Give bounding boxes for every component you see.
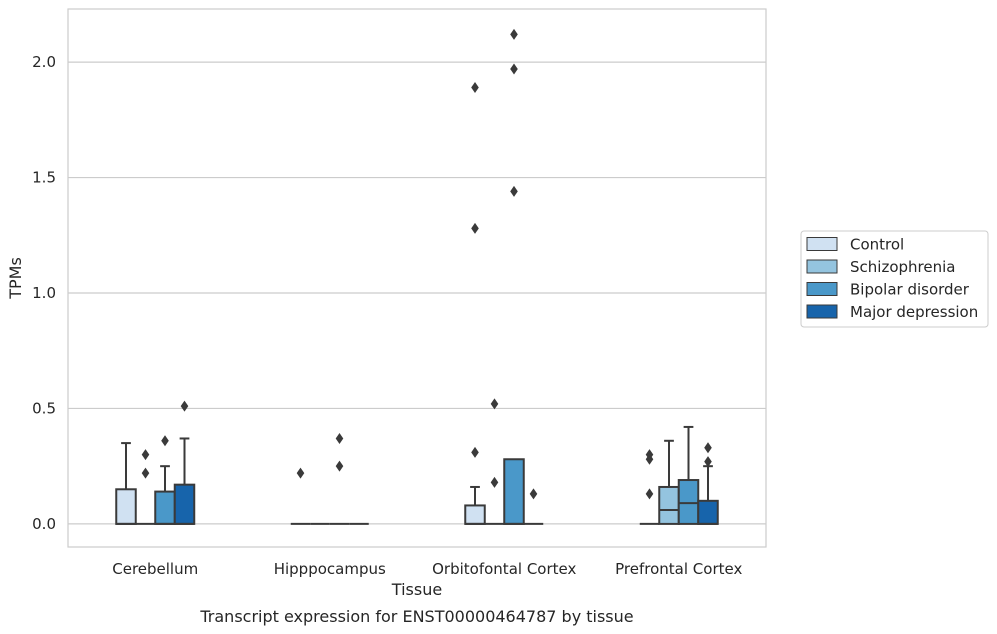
legend-item: Major depression [806,303,978,321]
legend-label: Major depression [850,303,978,321]
box [464,504,486,525]
outlier-point [471,82,479,94]
box-group [329,432,350,525]
outlier-point [335,460,344,472]
plot-frame [67,8,767,548]
outlier-point [141,467,150,479]
box [173,483,196,525]
legend-swatch [806,237,838,251]
box-plot-marks [115,28,719,525]
outlier-point [471,446,479,458]
x-tick-label: Cerebellum [112,560,198,578]
legend-swatch [806,304,838,319]
x-tick-label: Orbitofontal Cortex [432,560,576,578]
outlier-point [490,398,499,410]
legend-label: Bipolar disorder [850,281,970,299]
y-tick-label: 2.0 [32,53,56,71]
outlier-point [335,432,344,444]
box [115,488,137,525]
legend-item: Control [806,236,904,254]
box-group [154,435,176,525]
legend-frame [800,230,989,328]
box [658,485,680,525]
legend-item: Schizophrenia [806,258,955,276]
box-group [115,442,137,525]
outlier-point [141,449,150,461]
box-group [523,488,544,525]
legend-items: Control Schizophrenia Bipolar disorder Majo… [806,236,978,321]
outlier-point [510,185,518,197]
outlier-point [510,63,518,75]
outlier-point [296,467,305,479]
box-group [697,442,719,525]
box-group [639,449,660,525]
outlier-point [510,28,518,40]
box-group [290,467,311,525]
outlier-point [645,449,654,461]
outlier-point [471,222,479,234]
x-tick-label: Prefrontal Cortex [615,560,742,578]
box-group [135,449,156,525]
box [503,458,525,525]
y-tick-label: 1.0 [32,284,56,302]
outlier-point [529,488,538,500]
legend-item: Bipolar disorder [806,281,970,299]
figure-caption: Transcript expression for ENST0000046478… [199,607,633,626]
box-group [677,425,700,525]
x-axis-title: Tissue [391,580,442,599]
y-tick-label: 0.0 [32,515,56,533]
outlier-point [645,488,654,500]
box [677,479,700,525]
outlier-point [490,476,499,488]
legend: Control Schizophrenia Bipolar disorder Majo… [800,230,989,328]
outlier-point [161,435,169,447]
y-tick-label: 1.5 [32,169,56,187]
legend-label: Control [850,236,904,254]
x-tick-label: Hipppocampus [274,560,386,578]
y-axis-title: TPMs [6,257,25,300]
x-tick-labels: Cerebellum Hipppocampus Orbitofontal Corte… [112,560,742,578]
box-group [503,28,525,525]
box [154,490,176,525]
legend-swatch [806,282,838,296]
box-group [464,82,486,525]
outlier-point [704,456,712,468]
y-tick-labels: 0.0 0.5 1.0 1.5 2.0 [32,53,56,533]
outlier-point [180,400,189,412]
gridlines [68,61,766,525]
legend-label: Schizophrenia [850,258,955,276]
box [697,499,719,525]
outlier-point [704,442,712,454]
y-tick-label: 0.5 [32,399,56,417]
box-group [658,439,680,525]
box-group [173,400,196,525]
box-group [484,398,505,525]
legend-swatch [806,259,838,274]
